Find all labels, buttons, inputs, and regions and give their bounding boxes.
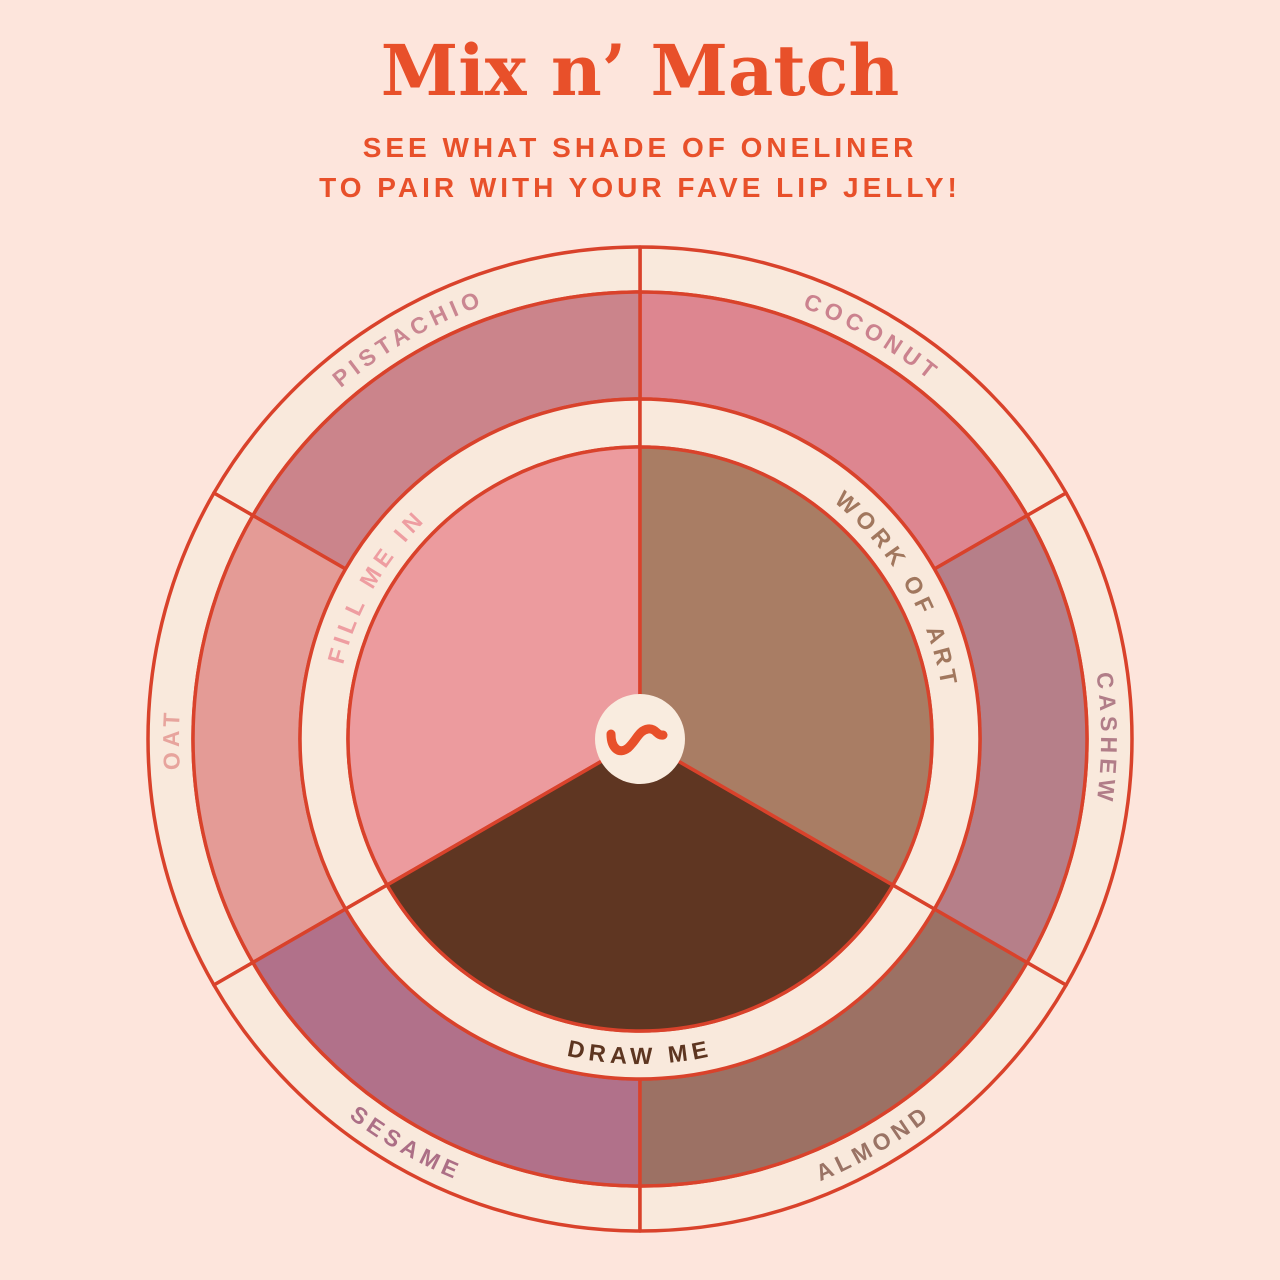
subtitle-line-1: SEE WHAT SHADE OF ONELINER <box>362 132 918 163</box>
header: Mix n’ Match SEE WHAT SHADE OF ONELINER … <box>0 0 1280 208</box>
page-title: Mix n’ Match <box>380 29 900 112</box>
subtitle-line-2: TO PAIR WITH YOUR FAVE LIP JELLY! <box>319 171 961 203</box>
oat-label: OAT <box>158 707 185 770</box>
liner-wedge-work-of-art <box>638 445 934 887</box>
subtitle: SEE WHAT SHADE OF ONELINER TO PAIR WITH … <box>0 128 1280 208</box>
squiggle-icon <box>606 724 668 756</box>
liner-wedge-draw-me <box>385 737 895 1033</box>
liner-wedge-fill-me-in <box>346 445 642 887</box>
